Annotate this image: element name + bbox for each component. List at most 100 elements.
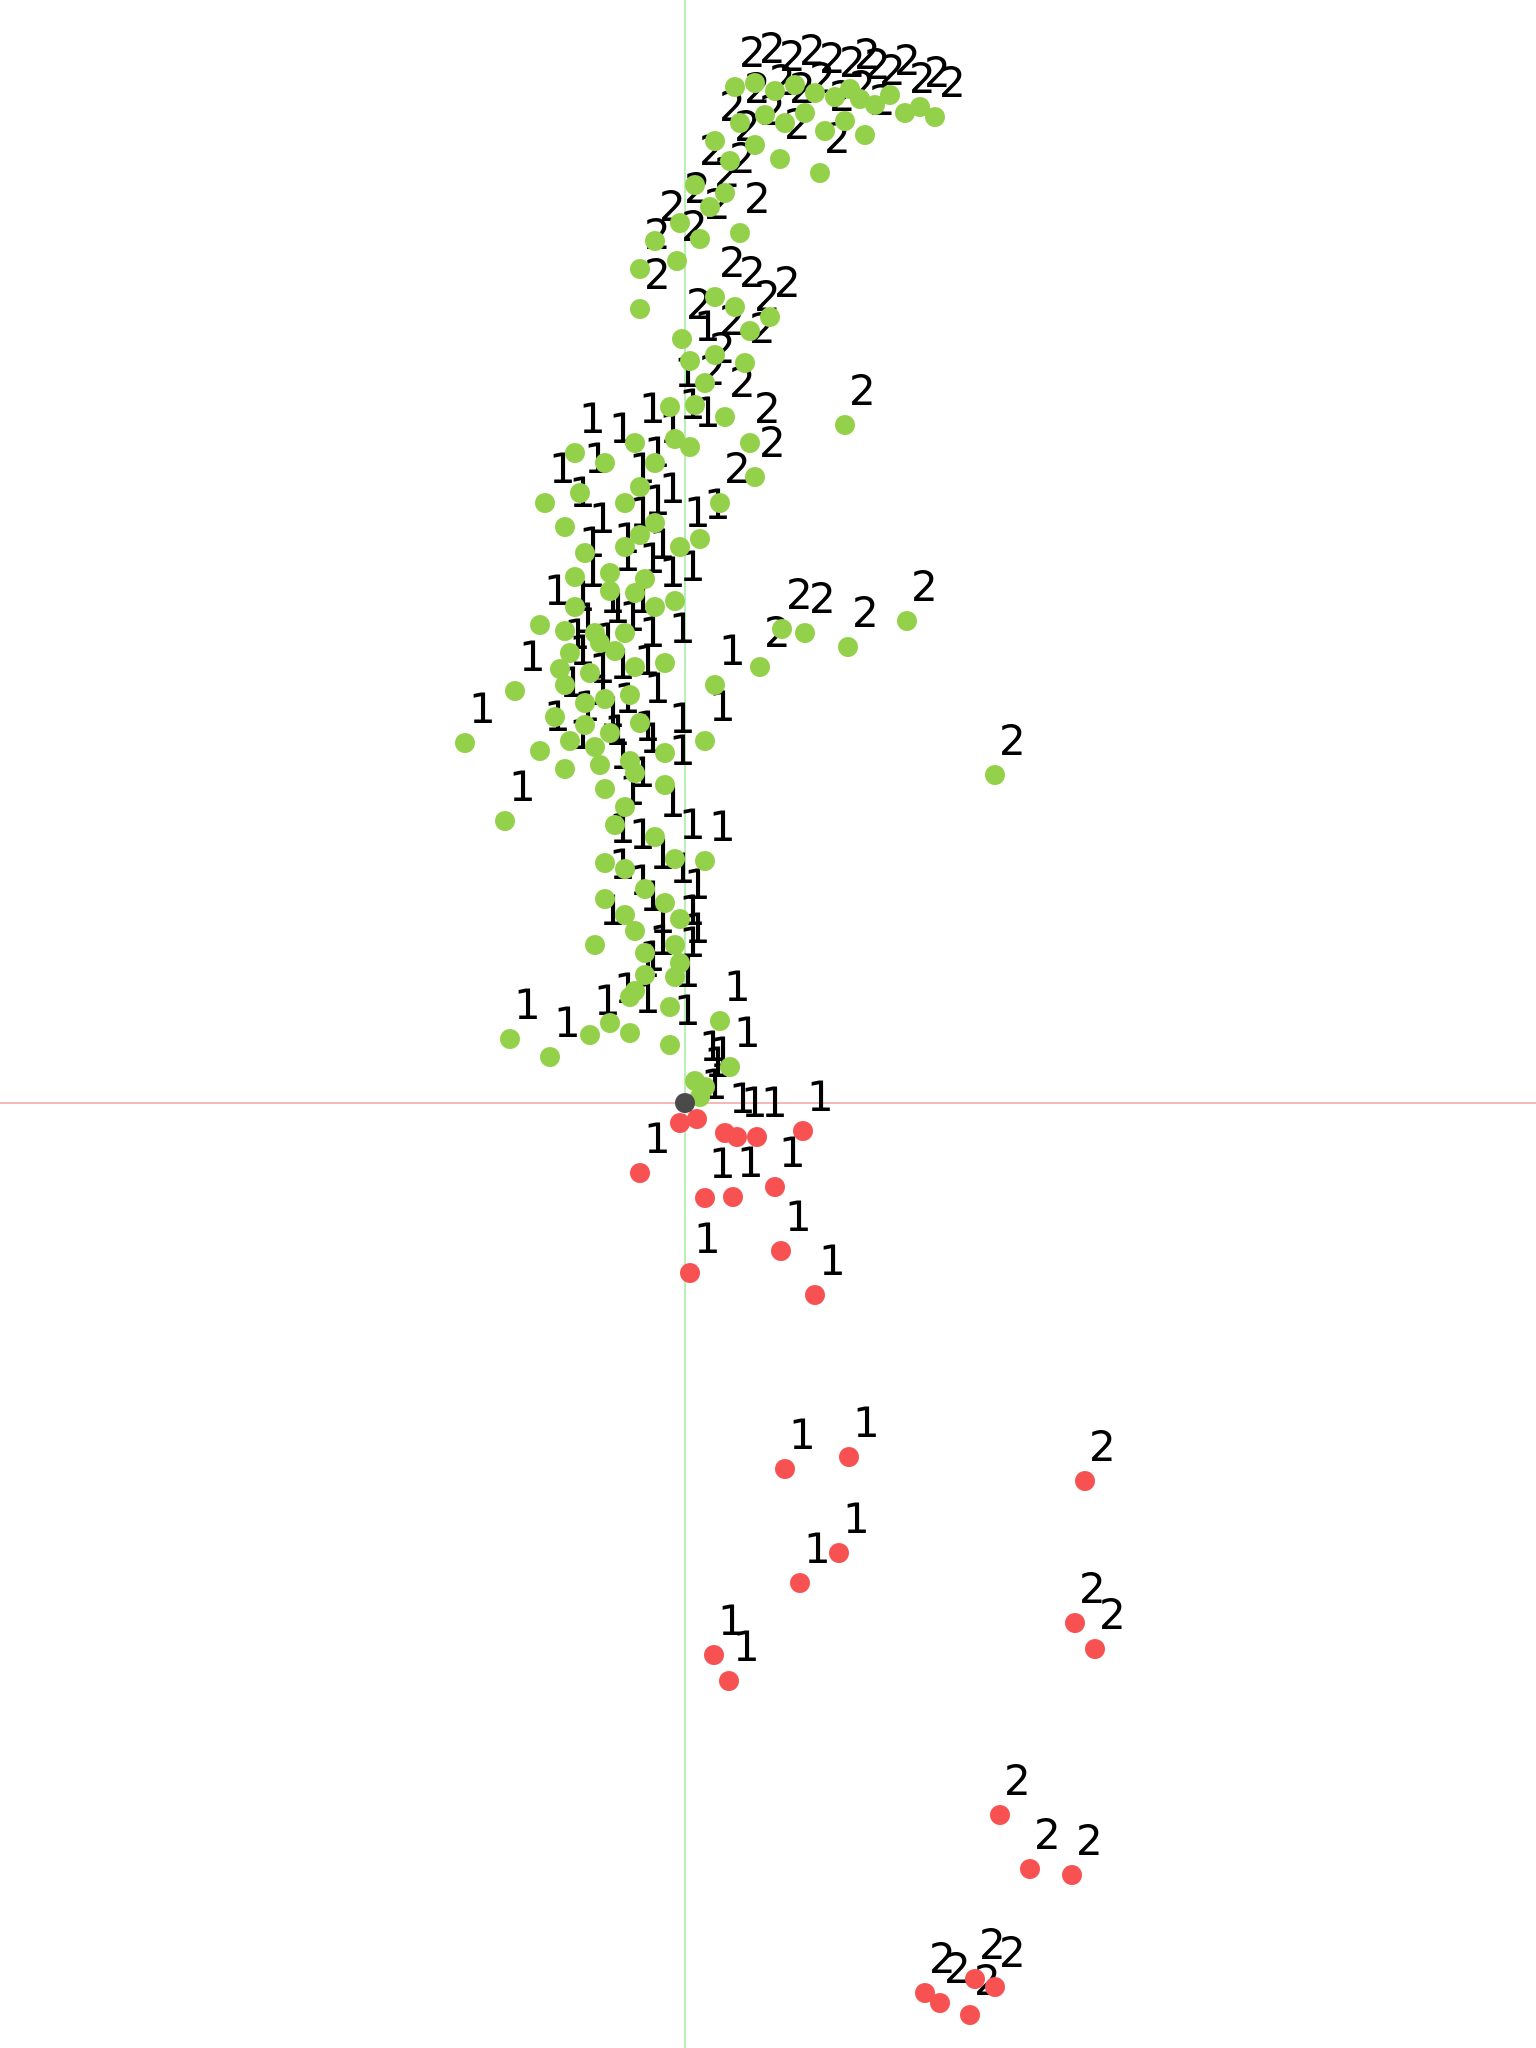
point-label: 1 (719, 626, 746, 675)
data-point (838, 637, 858, 657)
data-point (625, 657, 645, 677)
point-label: 2 (744, 174, 771, 223)
point-label: 1 (789, 1410, 816, 1459)
data-point (855, 125, 875, 145)
data-point (719, 1671, 739, 1691)
data-point (1075, 1471, 1095, 1491)
data-point (670, 213, 690, 233)
point-label: 1 (694, 302, 721, 351)
point-label: 1 (709, 1139, 736, 1188)
data-point (565, 567, 585, 587)
data-point (865, 95, 885, 115)
data-point (690, 1087, 710, 1107)
data-point (565, 597, 585, 617)
point-label: 2 (819, 34, 846, 83)
point-label: 1 (733, 1622, 760, 1671)
point-label: 2 (924, 48, 951, 97)
data-point (667, 251, 687, 271)
data-point (535, 493, 555, 513)
data-point (710, 1011, 730, 1031)
data-point (600, 1013, 620, 1033)
data-point (655, 775, 675, 795)
point-label: 2 (999, 1928, 1026, 1977)
point-label: 2 (911, 562, 938, 611)
data-point (630, 1163, 650, 1183)
data-point (455, 733, 475, 753)
data-point (839, 1447, 859, 1467)
data-point (760, 307, 780, 327)
point-label: 2 (979, 1920, 1006, 1969)
data-point (775, 113, 795, 133)
data-point (720, 1057, 740, 1077)
data-point (500, 1029, 520, 1049)
data-point (745, 73, 765, 93)
data-point (740, 321, 760, 341)
data-point (585, 737, 605, 757)
data-point (730, 223, 750, 243)
data-point (630, 477, 650, 497)
data-point (660, 997, 680, 1017)
data-point (705, 131, 725, 151)
point-label: 2 (909, 54, 936, 103)
origin-marker (675, 1093, 695, 1113)
data-point (1062, 1865, 1082, 1885)
data-point (645, 827, 665, 847)
data-point (835, 111, 855, 131)
data-point (1020, 1859, 1040, 1879)
data-point (925, 107, 945, 127)
data-point (590, 755, 610, 775)
point-label: 2 (894, 36, 921, 85)
data-point (530, 615, 550, 635)
point-label: 2 (839, 38, 866, 87)
data-point (704, 1645, 724, 1665)
data-point (605, 641, 625, 661)
data-point (670, 1113, 690, 1133)
data-point (635, 569, 655, 589)
data-point (1065, 1613, 1085, 1633)
point-label: 2 (644, 250, 671, 299)
data-point (985, 765, 1005, 785)
point-label: 2 (1089, 1422, 1116, 1471)
point-label: 2 (759, 24, 786, 73)
data-point (727, 1127, 747, 1147)
point-label: 1 (684, 488, 711, 537)
data-point (630, 525, 650, 545)
point-label: 1 (519, 632, 546, 681)
data-point (625, 921, 645, 941)
data-point (687, 1109, 707, 1129)
data-point (620, 1023, 640, 1043)
data-point (690, 229, 710, 249)
point-label: 2 (1076, 1816, 1103, 1865)
point-label: 1 (734, 1008, 761, 1057)
data-point (630, 259, 650, 279)
point-label: 1 (843, 1494, 870, 1543)
point-label: 1 (684, 904, 711, 953)
point-label: 2 (686, 280, 713, 329)
data-point (555, 675, 575, 695)
data-point (747, 1127, 767, 1147)
data-point (575, 543, 595, 563)
data-point (665, 429, 685, 449)
data-point (771, 1241, 791, 1261)
point-label: 2 (1079, 1564, 1106, 1613)
point-label: 1 (729, 1074, 756, 1123)
point-label: 1 (554, 998, 581, 1047)
point-label: 1 (853, 1398, 880, 1447)
data-point (785, 75, 805, 95)
data-point (805, 83, 825, 103)
data-point (965, 1969, 985, 1989)
data-point (695, 373, 715, 393)
data-point (595, 453, 615, 473)
data-point (680, 1263, 700, 1283)
data-point (615, 623, 635, 643)
point-label: 2 (864, 40, 891, 89)
data-point (600, 723, 620, 743)
data-point (580, 663, 600, 683)
data-point (630, 713, 650, 733)
data-point (615, 859, 635, 879)
point-label: 1 (659, 464, 686, 513)
data-point (930, 1993, 950, 2013)
data-point (960, 2005, 980, 2025)
